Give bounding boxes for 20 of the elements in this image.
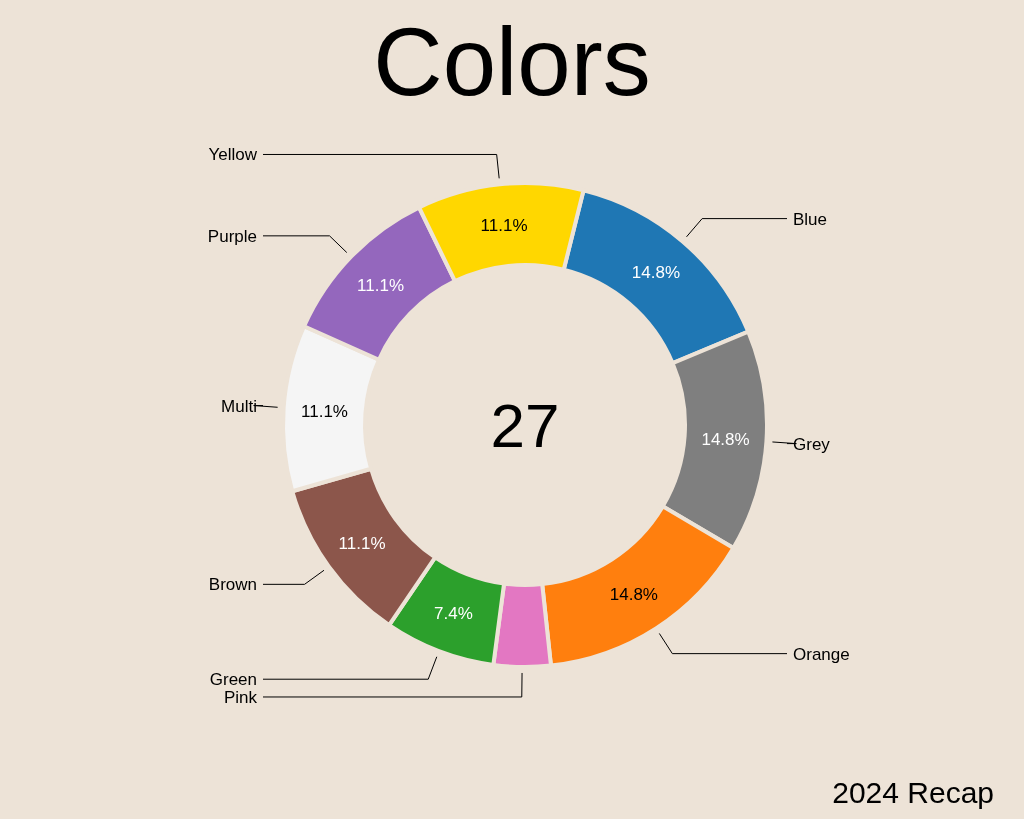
slice-label: Orange — [793, 644, 850, 664]
data-label: 14.8% — [609, 584, 658, 604]
slice-label: Brown — [208, 575, 257, 595]
data-label: 11.1% — [480, 216, 528, 236]
data-label: 11.1% — [357, 276, 405, 296]
slice-label: Multi — [221, 396, 257, 416]
data-label: 14.8% — [631, 263, 681, 283]
slice-label: Yellow — [208, 145, 258, 165]
slice-label: Blue — [793, 209, 828, 229]
data-label: 7.4% — [434, 603, 473, 623]
slice-label: Grey — [793, 434, 831, 454]
slice-label: Purple — [207, 226, 257, 246]
text: 27 — [490, 390, 560, 460]
slice-label: Green — [209, 670, 257, 690]
slice-label: Pink — [223, 687, 258, 707]
text: 2024 Recap — [832, 776, 994, 809]
data-label: 11.1% — [301, 401, 348, 421]
data-label: 11.1% — [338, 533, 386, 553]
chart-title: Colors — [373, 8, 651, 115]
data-label: 14.8% — [701, 429, 750, 449]
